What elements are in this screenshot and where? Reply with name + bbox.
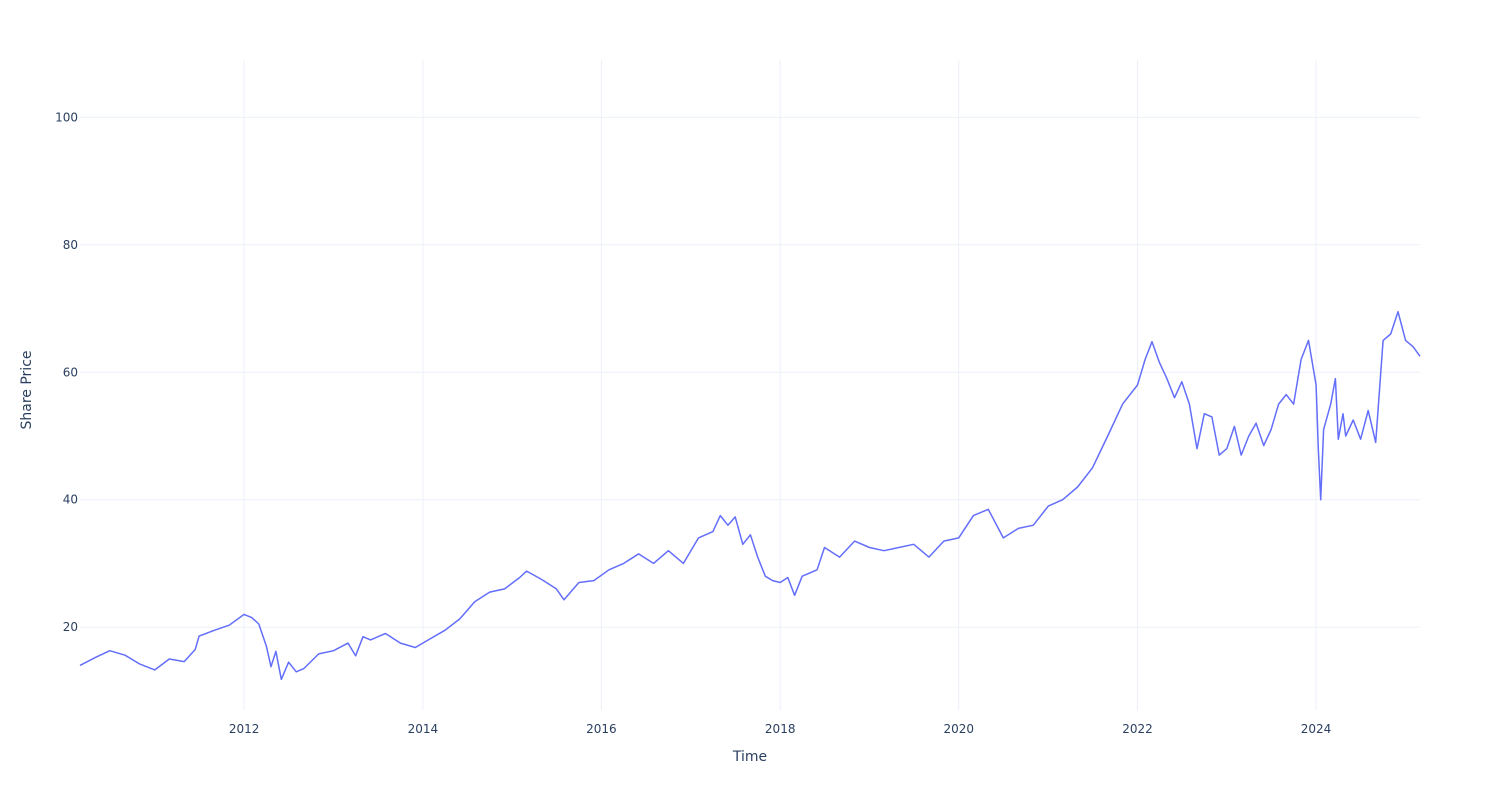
- y-tick-label: 80: [63, 238, 78, 252]
- y-tick-label: 20: [63, 620, 78, 634]
- series-layer: [79, 310, 1421, 681]
- series-line: [79, 310, 1421, 681]
- x-tick-label: 2018: [765, 722, 796, 736]
- plot-area: [80, 60, 1420, 710]
- y-tick-label: 40: [63, 493, 78, 507]
- x-axis-title: Time: [732, 749, 767, 765]
- x-tick-label: 2016: [586, 722, 617, 736]
- y-axis-title: Share Price: [19, 350, 35, 429]
- x-tick-label: 2024: [1301, 722, 1332, 736]
- x-tick-labels: 2012 2014 2016 2018 2020 2022 2024: [229, 722, 1331, 736]
- y-tick-label: 100: [55, 110, 78, 124]
- x-tick-label: 2014: [408, 722, 439, 736]
- x-tick-label: 2012: [229, 722, 260, 736]
- y-gridlines: [80, 116, 1420, 628]
- x-tick-label: 2022: [1122, 722, 1153, 736]
- x-tick-label: 2020: [943, 722, 974, 736]
- y-tick-label: 60: [63, 365, 78, 379]
- y-tick-labels: 20 40 60 80 100: [55, 110, 78, 634]
